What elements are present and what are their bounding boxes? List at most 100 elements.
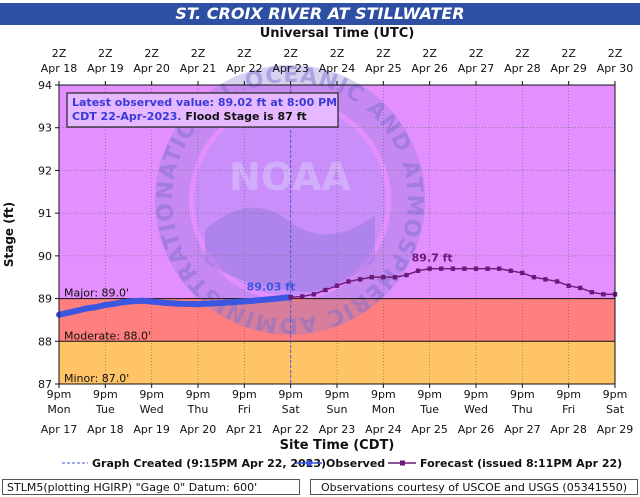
- bottom-tick-date-6: Apr 23: [319, 423, 356, 436]
- bottom-tick-day-4: Fri: [238, 403, 251, 416]
- observed-point-7: [120, 298, 127, 305]
- top-tick-hour-7: 2Z: [376, 47, 391, 60]
- forecast-point-23: [554, 279, 560, 284]
- top-tick-hour-5: 2Z: [283, 47, 298, 60]
- forecast-point-14: [450, 266, 456, 271]
- bottom-tick-time-6: 9pm: [325, 388, 350, 401]
- bottom-tick-date-2: Apr 19: [133, 423, 170, 436]
- observed-point-13: [195, 301, 201, 308]
- bottom-tick-date-3: Apr 20: [180, 423, 217, 436]
- bottom-tick-date-0: Apr 17: [41, 423, 78, 436]
- bottom-tick-date-9: Apr 26: [458, 423, 495, 436]
- bottom-tick-day-8: Tue: [419, 403, 439, 416]
- watermark-disc: [194, 104, 386, 296]
- bottom-tick-day-7: Mon: [372, 403, 395, 416]
- observed-point-6: [111, 300, 118, 307]
- flood-category-label-2: Major: 89.0': [64, 287, 129, 300]
- flood-band-0: [59, 341, 615, 384]
- forecast-point-25: [578, 285, 583, 291]
- bottom-tick-time-5: 9pm: [278, 388, 303, 401]
- top-tick-hour-2: 2Z: [144, 47, 159, 60]
- y-tick-label-2: 89: [38, 293, 52, 306]
- forecast-point-8: [381, 275, 386, 280]
- forecast-point-17: [485, 266, 490, 271]
- bottom-axis-title: Site Time (CDT): [280, 438, 395, 453]
- bottom-tick-day-2: Wed: [140, 403, 164, 416]
- bottom-tick-time-8: 9pm: [417, 388, 442, 401]
- annotation-box: [66, 92, 339, 128]
- top-tick-hour-6: 2Z: [330, 47, 345, 60]
- annotation-flood-stage: Flood Stage is 87 ft: [182, 110, 307, 123]
- forecast-point-9: [392, 275, 398, 280]
- annotation-line2: CDT 22-Apr-2023. Flood Stage is 87 ft: [72, 110, 307, 123]
- forecast-point-6: [357, 277, 363, 282]
- bottom-tick-day-5: Sat: [282, 403, 301, 416]
- forecast-point-1: [300, 294, 305, 299]
- observed-point-9: [139, 297, 146, 304]
- watermark-wave: [205, 207, 375, 292]
- top-tick-hour-3: 2Z: [191, 47, 206, 60]
- bottom-tick-day-0: Mon: [47, 403, 70, 416]
- top-tick-date-5: Apr 23: [272, 62, 309, 75]
- top-tick-date-4: Apr 22: [226, 62, 263, 75]
- top-axis-title: Universal Time (UTC): [260, 26, 415, 41]
- forecast-point-16: [473, 266, 479, 271]
- forecast-point-19: [508, 268, 513, 274]
- observed-point-15: [232, 298, 239, 305]
- top-tick-hour-1: 2Z: [98, 47, 113, 60]
- top-tick-hour-12: 2Z: [608, 47, 623, 60]
- bottom-tick-date-10: Apr 27: [504, 423, 541, 436]
- forecast-point-20: [520, 270, 525, 276]
- legend-forecast-label: Forecast (issued 8:11PM Apr 22): [420, 457, 622, 470]
- y-tick-label-1: 88: [38, 335, 52, 348]
- bottom-tick-time-3: 9pm: [186, 388, 211, 401]
- legend-observed-marker: [306, 460, 312, 466]
- observed-point-2: [74, 307, 81, 314]
- legend-observed-label: Observed: [326, 457, 385, 470]
- top-tick-hour-10: 2Z: [515, 47, 530, 60]
- chart-title: ST. CROIX RIVER AT STILLWATER: [0, 3, 640, 25]
- forecast-point-4: [334, 283, 340, 288]
- bottom-tick-date-7: Apr 24: [365, 423, 402, 436]
- legend-created-label: Graph Created (9:15PM Apr 22, 2023): [92, 457, 326, 470]
- y-tick-label-5: 92: [38, 164, 52, 177]
- bottom-tick-day-12: Sat: [606, 403, 625, 416]
- bottom-tick-date-8: Apr 25: [411, 423, 448, 436]
- site-info-box: STLM5(plotting HGIRP) "Gage 0" Datum: 60…: [2, 479, 300, 495]
- observed-point-8: [130, 298, 137, 305]
- bottom-tick-time-4: 9pm: [232, 388, 257, 401]
- top-tick-date-1: Apr 19: [87, 62, 124, 75]
- y-tick-label-3: 90: [38, 250, 52, 263]
- top-tick-date-6: Apr 24: [319, 62, 356, 75]
- forecast-point-27: [601, 292, 606, 297]
- flood-category-label-0: Minor: 87.0': [64, 372, 129, 385]
- top-tick-date-7: Apr 25: [365, 62, 402, 75]
- annotation-line1: Latest observed value: 89.02 ft at 8:00 …: [72, 96, 337, 109]
- forecast-point-22: [543, 277, 548, 282]
- bottom-tick-time-11: 9pm: [556, 388, 581, 401]
- observed-value-label: 89.03 ft: [247, 280, 296, 293]
- top-tick-date-8: Apr 26: [411, 62, 448, 75]
- forecast-point-7: [369, 275, 374, 280]
- bottom-tick-date-4: Apr 21: [226, 423, 263, 436]
- bottom-tick-time-1: 9pm: [93, 388, 118, 401]
- forecast-point-21: [531, 275, 537, 280]
- observed-point-16: [250, 297, 257, 304]
- forecast-point-24: [566, 283, 571, 288]
- top-tick-date-2: Apr 20: [133, 62, 170, 75]
- forecast-point-10: [404, 272, 409, 278]
- forecast-point-26: [589, 289, 595, 295]
- bottom-tick-time-7: 9pm: [371, 388, 396, 401]
- observed-point-12: [176, 300, 183, 307]
- site-info-text: STLM5(plotting HGIRP) "Gage 0" Datum: 60…: [7, 481, 258, 494]
- top-tick-hour-0: 2Z: [52, 47, 67, 60]
- bottom-tick-day-1: Tue: [95, 403, 115, 416]
- y-axis-label: Stage (ft): [2, 202, 16, 267]
- forecast-point-15: [462, 266, 467, 271]
- top-tick-hour-11: 2Z: [561, 47, 576, 60]
- observed-point-14: [213, 300, 220, 307]
- forecast-point-3: [323, 287, 328, 293]
- top-tick-hour-9: 2Z: [469, 47, 484, 60]
- top-tick-date-0: Apr 18: [41, 62, 78, 75]
- forecast-peak-label: 89.7 ft: [412, 252, 453, 265]
